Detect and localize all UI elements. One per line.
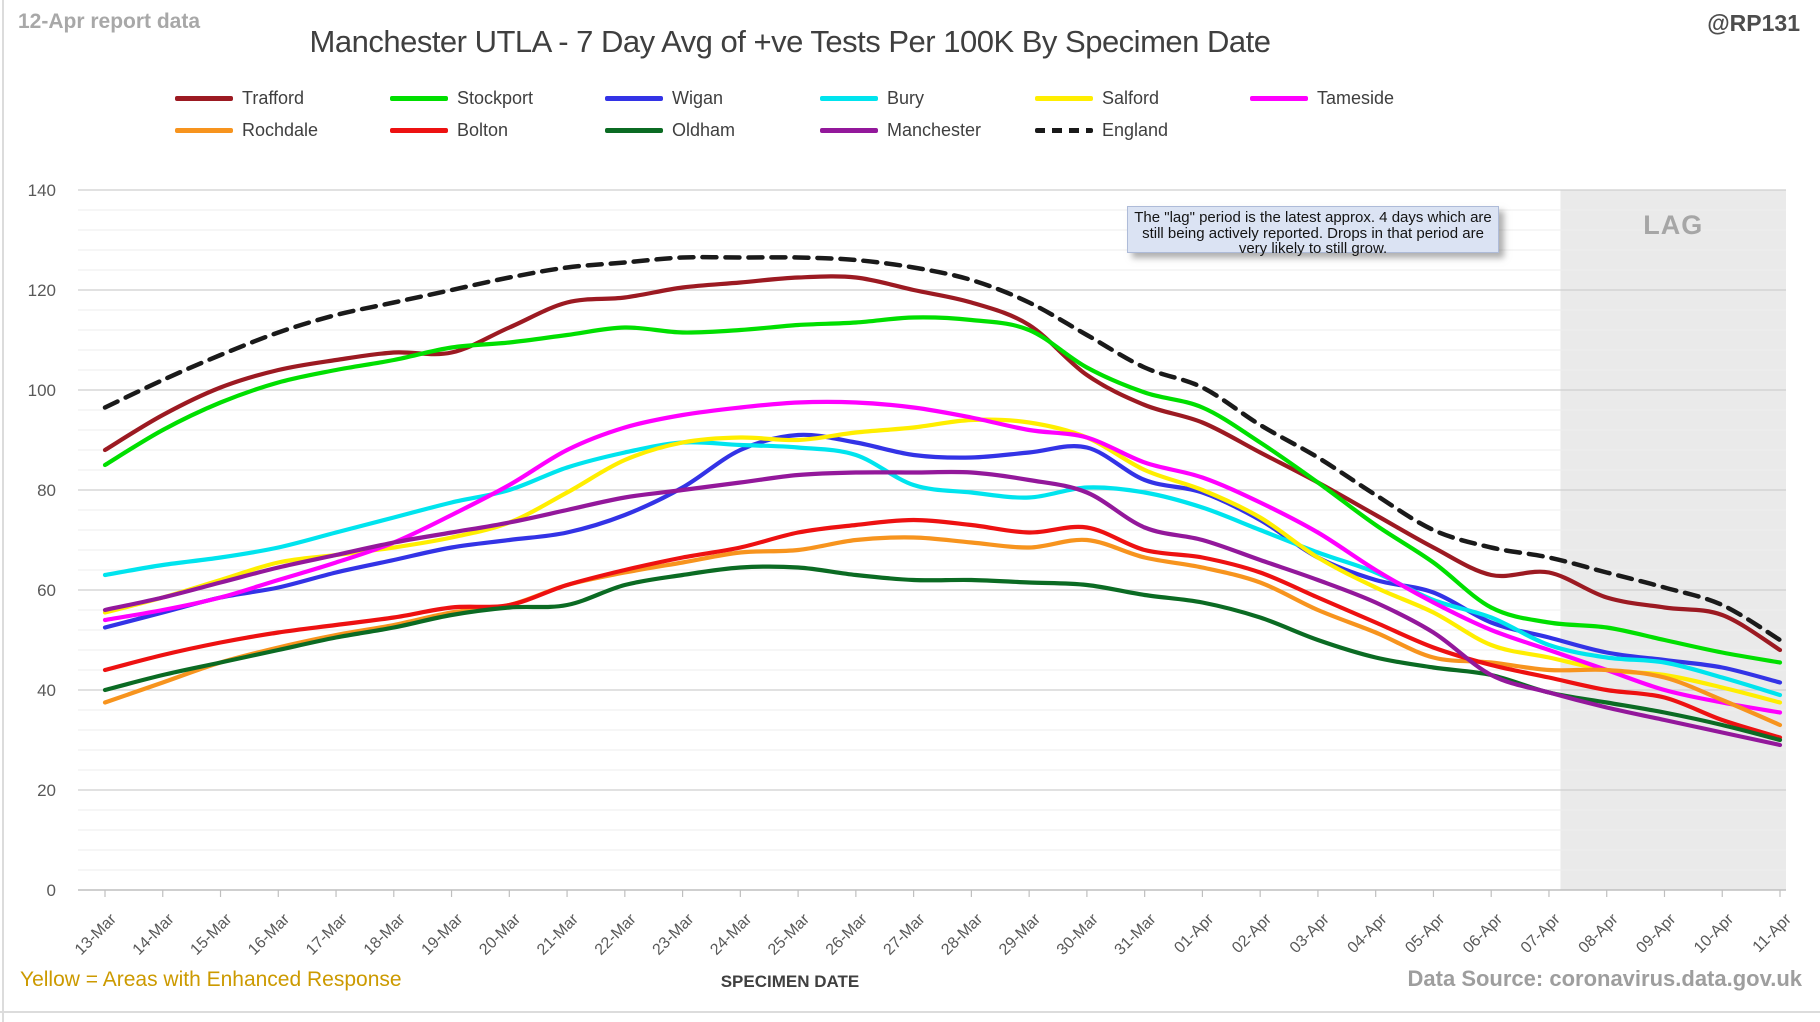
legend-item-tameside: Tameside [1250,88,1394,108]
x-tick-label: 07-Apr [1518,910,1564,956]
legend-label: Manchester [887,119,982,140]
lag-label: LAG [1643,210,1703,240]
page-edge-left [2,0,4,1022]
x-tick-label: 17-Mar [303,910,351,958]
x-tick-label: 15-Mar [187,910,235,958]
x-tick-label: 10-Apr [1691,910,1737,956]
legend-swatch-salford [1035,95,1093,101]
legend-item-bury: Bury [820,88,924,108]
x-tick-label: 04-Apr [1345,910,1391,956]
legend-item-england: England [1035,120,1168,140]
series-line-stockport [102,315,1783,665]
x-tick-label: 28-Mar [938,910,986,958]
data-source-note: Data Source: coronavirus.data.gov.uk [1407,966,1802,991]
x-tick-label: 21-Mar [534,910,582,958]
author-handle: @RP131 [1707,10,1800,36]
x-tick-label: 18-Mar [361,910,409,958]
legend-swatch-rochdale [175,127,233,133]
lag-annotation-box: The "lag" period is the latest approx. 4… [1127,206,1499,256]
x-tick-label: 26-Mar [823,910,871,958]
x-tick-label: 24-Mar [707,910,755,958]
legend-label: England [1102,119,1169,140]
y-tick-label: 40 [37,681,56,700]
x-tick-label: 31-Mar [1112,910,1160,958]
x-tick-label: 27-Mar [881,910,929,958]
legend-label: Bury [887,87,925,108]
legend-label: Stockport [457,87,534,108]
x-axis-title: SPECIMEN DATE [720,972,860,991]
y-tick-label: 120 [28,281,56,300]
x-tick-label: 23-Mar [650,910,698,958]
series-line-rochdale [102,535,1783,728]
legend-swatch-bury [820,95,878,101]
x-tick-label: 02-Apr [1229,910,1275,956]
x-tick-label: 09-Apr [1633,910,1679,956]
y-tick-label: 0 [47,881,56,900]
x-tick-label: 11-Apr [1750,910,1796,956]
series-line-bolton [102,517,1783,740]
x-tick-label: 13-Mar [72,910,120,958]
enhanced-response-note: Yellow = Areas with Enhanced Response [20,968,402,991]
legend-label: Tameside [1317,87,1395,108]
x-tick-label: 08-Apr [1576,910,1622,956]
legend-item-bolton: Bolton [390,120,508,140]
legend-label: Trafford [242,87,305,108]
x-tick-label: 22-Mar [592,910,640,958]
series-line-wigan [102,432,1783,685]
legend-swatch-stockport [390,95,448,101]
x-tick-label: 01-Apr [1171,910,1217,956]
x-tick-label: 19-Mar [419,910,467,958]
x-tick-label: 20-Mar [476,910,524,958]
chart-title: Manchester UTLA - 7 Day Avg of +ve Tests… [309,24,1271,59]
y-tick-label: 60 [37,581,56,600]
legend-item-trafford: Trafford [175,88,304,108]
legend-item-rochdale: Rochdale [175,120,318,140]
x-tick-label: 29-Mar [996,910,1044,958]
y-tick-label: 20 [37,781,56,800]
legend-item-salford: Salford [1035,88,1159,108]
legend-label: Bolton [457,119,509,140]
x-tick-label: 03-Apr [1287,910,1333,956]
lag-region [1560,190,1786,890]
legend-swatch-wigan [605,95,663,101]
legend-item-stockport: Stockport [390,88,533,108]
chart-legend: Trafford Stockport Wigan Bury Salford Tamesid… [0,0,1820,150]
x-tick-label: 14-Mar [130,910,178,958]
legend-swatch-tameside [1250,95,1308,101]
y-tick-label: 100 [28,381,56,400]
series-line-trafford [102,274,1783,653]
legend-item-wigan: Wigan [605,88,723,108]
x-tick-label: 05-Apr [1402,910,1448,956]
legend-item-oldham: Oldham [605,120,735,140]
legend-label: Wigan [672,87,724,108]
legend-swatch-manchester [820,127,878,133]
y-tick-label: 140 [28,181,56,200]
x-tick-label: 06-Apr [1460,910,1506,956]
report-date-note: 12-Apr report data [18,10,201,33]
legend-swatch-oldham [605,127,663,133]
legend-swatch-england [1035,127,1093,133]
series-line-manchester [102,469,1783,748]
x-tick-label: 25-Mar [765,910,813,958]
legend-swatch-bolton [390,127,448,133]
legend-swatch-trafford [175,95,233,101]
page-edge-bottom [0,1011,1820,1013]
legend-label: Salford [1102,87,1160,108]
series-line-salford [102,417,1783,705]
legend-label: Oldham [672,119,736,140]
x-tick-label: 30-Mar [1054,910,1102,958]
legend-item-manchester: Manchester [820,120,981,140]
y-tick-label: 80 [37,481,56,500]
legend-label: Rochdale [242,119,319,140]
x-tick-label: 16-Mar [245,910,293,958]
series-line-england [102,254,1783,643]
series-line-bury [102,440,1783,698]
